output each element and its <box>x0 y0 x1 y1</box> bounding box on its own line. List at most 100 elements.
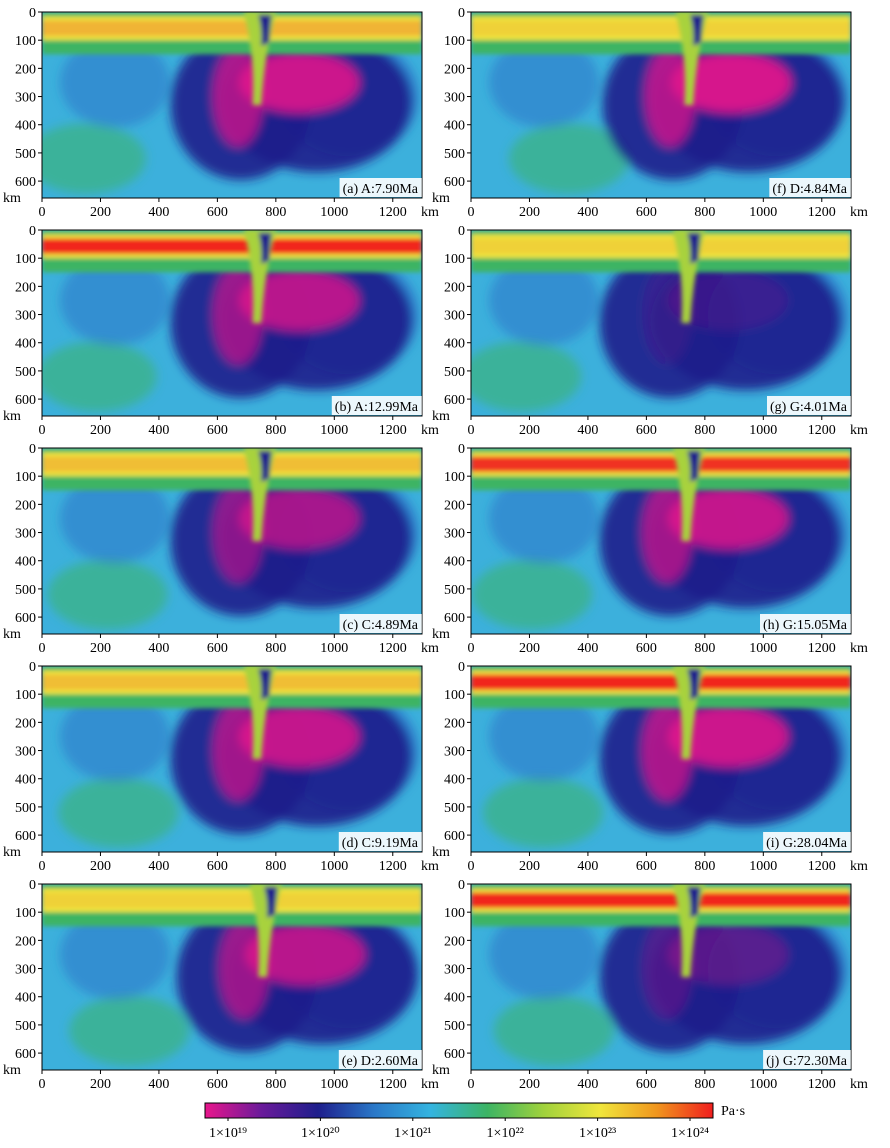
x-tick-label: 600 <box>207 859 228 874</box>
y-tick-label: 200 <box>15 716 36 731</box>
deep-green-patch <box>493 995 614 1066</box>
x-tick-label: 200 <box>90 859 111 874</box>
colorbar-tick-label: 1×10¹⁹ <box>209 1126 247 1141</box>
x-tick-label: 200 <box>90 423 111 438</box>
viscosity-field <box>42 230 422 416</box>
x-tick-label: 0 <box>468 423 475 438</box>
x-tick-label: 600 <box>207 1077 228 1092</box>
y-tick-label: 500 <box>444 1019 465 1034</box>
x-tick-label: 1000 <box>320 423 348 438</box>
y-tick-label: 500 <box>444 583 465 598</box>
x-tick-label: 600 <box>636 1077 657 1092</box>
y-tick-label: 600 <box>444 175 465 190</box>
colorbar-tick-label: 1×10²¹ <box>394 1126 431 1141</box>
x-tick-label: 200 <box>519 423 540 438</box>
x-tick-label: 800 <box>694 205 715 220</box>
y-axis-unit: km <box>3 409 21 424</box>
x-tick-label: 1200 <box>808 205 836 220</box>
x-tick-label: 600 <box>636 423 657 438</box>
plot-frame <box>41 665 423 853</box>
y-tick-label: 600 <box>15 175 36 190</box>
y-tick-label: 600 <box>15 1047 36 1062</box>
lithosphere <box>471 12 851 55</box>
x-tick-label: 400 <box>577 1077 598 1092</box>
panel-label: (g) G:4.01Ma <box>770 400 848 415</box>
y-tick-label: 400 <box>444 119 465 134</box>
blue-region <box>489 37 600 128</box>
viscosity-field <box>471 666 851 852</box>
crust-layer <box>471 884 851 889</box>
shear-zone <box>218 918 269 1019</box>
lithosphere <box>471 884 851 927</box>
y-tick-label: 100 <box>15 34 36 49</box>
lithosphere-strong-core <box>42 20 422 36</box>
y-axis-unit: km <box>432 627 450 642</box>
shear-zone <box>671 52 792 113</box>
y-tick-label: 200 <box>444 280 465 295</box>
y-tick-label: 300 <box>15 527 36 542</box>
y-tick-label: 400 <box>15 773 36 788</box>
y-tick-label: 400 <box>444 991 465 1006</box>
y-tick-label: 200 <box>15 62 36 77</box>
crust-layer <box>42 448 422 453</box>
trench-weak-zone <box>687 232 701 264</box>
x-tick-label: 400 <box>577 859 598 874</box>
x-tick-label: 800 <box>694 1077 715 1092</box>
x-tick-label: 1000 <box>749 1077 777 1092</box>
x-axis-unit: km <box>421 859 439 874</box>
lithosphere <box>471 230 851 273</box>
x-axis-unit: km <box>850 205 868 220</box>
deep-green-patch <box>42 123 146 194</box>
x-tick-label: 0 <box>39 205 46 220</box>
crust-layer <box>42 666 422 671</box>
shear-zone <box>212 46 263 147</box>
colorbar: Pa·s 1×10¹⁹ 1×10²⁰ 1×10²¹ 1×10²² 1×10²³ 1×10²⁴ <box>204 1102 745 1141</box>
y-tick-label: 100 <box>15 688 36 703</box>
panel-label: (e) D:2.60Ma <box>342 1054 419 1069</box>
x-axis-unit: km <box>421 423 439 438</box>
x-tick-label: 200 <box>90 1077 111 1092</box>
x-tick-label: 1000 <box>320 1077 348 1092</box>
y-axis-unit: km <box>432 409 450 424</box>
y-tick-label: 200 <box>444 934 465 949</box>
x-tick-label: 1200 <box>379 205 407 220</box>
subducting-slab <box>672 448 705 541</box>
lithosphere <box>471 448 851 491</box>
lithosphere-strong-core <box>42 238 422 254</box>
plot-frame <box>41 229 423 417</box>
y-tick-label: 100 <box>444 906 465 921</box>
y-tick-label: 100 <box>15 252 36 267</box>
panel-label-box <box>339 614 422 633</box>
x-tick-label: 1200 <box>379 641 407 656</box>
x-tick-label: 400 <box>148 1077 169 1092</box>
x-axis-unit: km <box>850 641 868 656</box>
shear-zone <box>668 706 789 767</box>
y-tick-label: 600 <box>15 611 36 626</box>
trench-weak-zone <box>690 14 704 46</box>
x-axis-unit: km <box>850 423 868 438</box>
x-tick-label: 1200 <box>808 641 836 656</box>
plot-frame <box>41 883 423 1071</box>
lithosphere <box>471 666 851 709</box>
panel-label: (h) G:15.05Ma <box>763 618 848 633</box>
y-tick-label: 0 <box>458 442 465 457</box>
subducting-slab <box>672 666 705 759</box>
panel-label-box <box>760 614 851 633</box>
y-tick-label: 500 <box>444 801 465 816</box>
y-axis-unit: km <box>3 627 21 642</box>
y-tick-label: 100 <box>444 34 465 49</box>
lithosphere <box>42 12 422 55</box>
panel-label-box <box>338 1050 422 1069</box>
y-tick-label: 100 <box>15 906 36 921</box>
subducting-slab <box>243 448 276 541</box>
x-tick-label: 1200 <box>808 1077 836 1092</box>
subducting-slab <box>243 230 276 323</box>
viscosity-field <box>42 884 422 1070</box>
